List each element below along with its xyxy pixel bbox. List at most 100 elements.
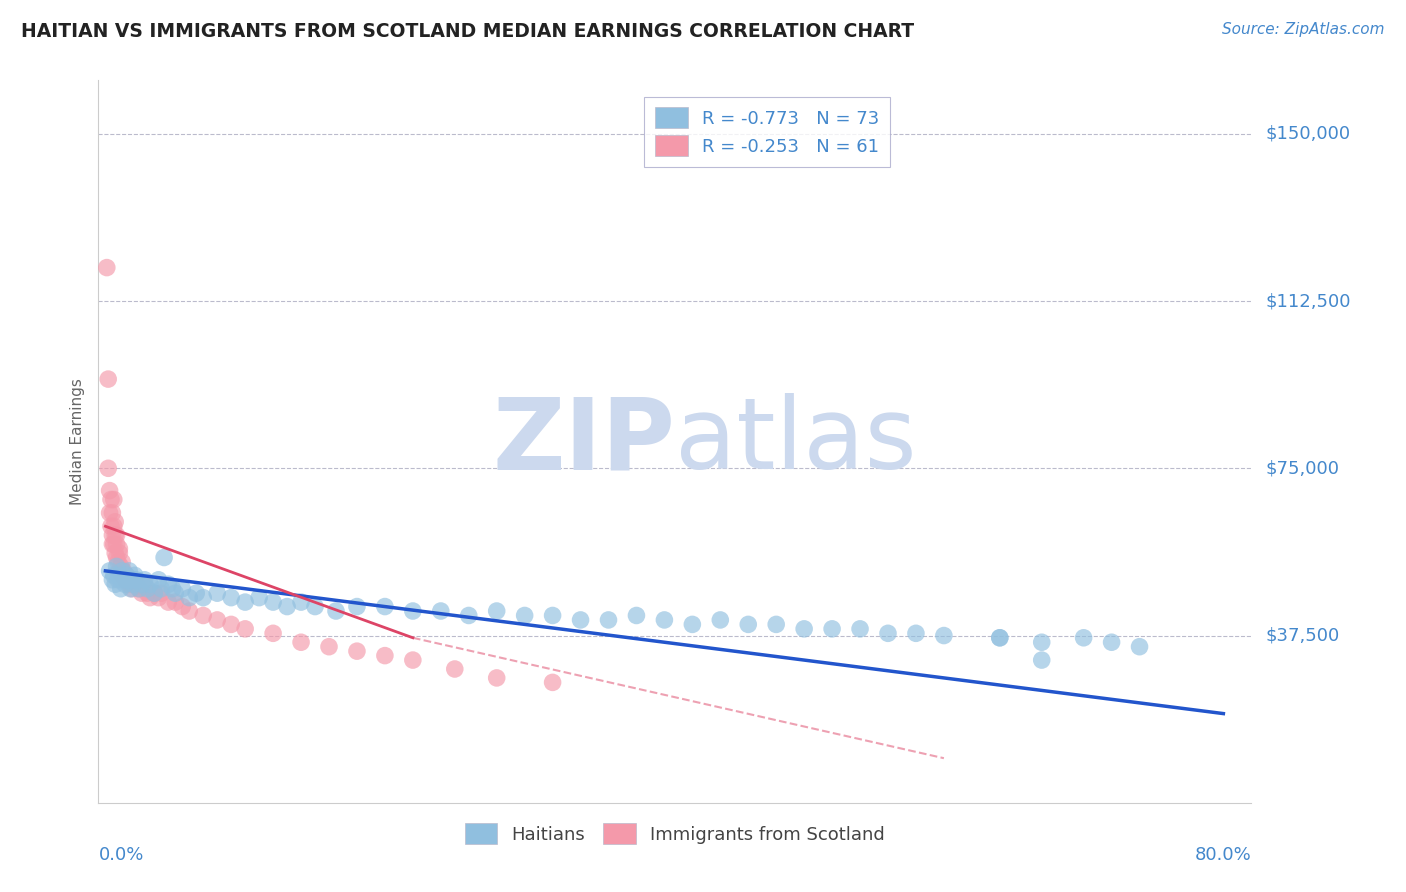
Point	[107, 555, 129, 569]
Point	[193, 591, 215, 605]
Point	[849, 622, 872, 636]
Point	[821, 622, 844, 636]
Point	[172, 599, 194, 614]
Point	[108, 541, 131, 556]
Point	[904, 626, 927, 640]
Point	[186, 586, 208, 600]
Point	[485, 671, 508, 685]
Point	[737, 617, 759, 632]
Point	[105, 559, 128, 574]
Point	[100, 492, 122, 507]
Point	[290, 595, 312, 609]
Point	[128, 582, 150, 596]
Point	[150, 586, 173, 600]
Point	[318, 640, 340, 654]
Point	[304, 599, 326, 614]
Text: ZIP: ZIP	[492, 393, 675, 490]
Point	[108, 564, 131, 578]
Point	[105, 537, 128, 551]
Point	[598, 613, 620, 627]
Point	[103, 537, 125, 551]
Point	[131, 577, 153, 591]
Point	[134, 573, 156, 587]
Point	[681, 617, 703, 632]
Point	[430, 604, 453, 618]
Text: atlas: atlas	[675, 393, 917, 490]
Point	[157, 595, 180, 609]
Point	[1031, 653, 1053, 667]
Point	[233, 622, 256, 636]
Point	[121, 582, 143, 596]
Point	[172, 582, 194, 596]
Point	[103, 568, 125, 582]
Point	[131, 586, 153, 600]
Point	[157, 577, 180, 591]
Point	[105, 550, 128, 565]
Point	[101, 537, 124, 551]
Point	[139, 577, 162, 591]
Point	[112, 564, 135, 578]
Point	[1128, 640, 1150, 654]
Point	[100, 519, 122, 533]
Text: 80.0%: 80.0%	[1195, 847, 1251, 864]
Point	[128, 582, 150, 596]
Point	[143, 586, 166, 600]
Point	[101, 573, 124, 587]
Point	[1031, 635, 1053, 649]
Point	[124, 568, 146, 582]
Point	[115, 568, 138, 582]
Point	[118, 577, 141, 591]
Text: $37,500: $37,500	[1265, 626, 1340, 645]
Point	[205, 586, 228, 600]
Point	[654, 613, 676, 627]
Point	[877, 626, 900, 640]
Point	[443, 662, 465, 676]
Point	[125, 573, 148, 587]
Point	[346, 599, 368, 614]
Point	[262, 595, 284, 609]
Legend: Haitians, Immigrants from Scotland: Haitians, Immigrants from Scotland	[457, 816, 893, 852]
Point	[122, 573, 145, 587]
Point	[136, 586, 159, 600]
Point	[98, 564, 121, 578]
Point	[346, 644, 368, 658]
Text: $112,500: $112,500	[1265, 292, 1351, 310]
Point	[1073, 631, 1095, 645]
Point	[118, 564, 141, 578]
Point	[104, 546, 127, 560]
Point	[101, 528, 124, 542]
Point	[103, 519, 125, 533]
Point	[513, 608, 536, 623]
Point	[179, 591, 201, 605]
Point	[402, 653, 425, 667]
Point	[205, 613, 228, 627]
Point	[765, 617, 787, 632]
Text: $150,000: $150,000	[1265, 125, 1350, 143]
Point	[932, 628, 955, 642]
Point	[104, 515, 127, 529]
Point	[219, 617, 242, 632]
Point	[541, 675, 564, 690]
Point	[290, 635, 312, 649]
Point	[193, 608, 215, 623]
Point	[143, 586, 166, 600]
Point	[402, 604, 425, 618]
Point	[112, 573, 135, 587]
Point	[97, 461, 120, 475]
Point	[98, 483, 121, 498]
Point	[117, 573, 139, 587]
Point	[114, 577, 136, 591]
Point	[111, 555, 134, 569]
Point	[97, 372, 120, 386]
Point	[219, 591, 242, 605]
Point	[988, 631, 1011, 645]
Point	[148, 591, 170, 605]
Point	[122, 577, 145, 591]
Point	[1101, 635, 1123, 649]
Point	[105, 528, 128, 542]
Point	[108, 568, 131, 582]
Text: Source: ZipAtlas.com: Source: ZipAtlas.com	[1222, 22, 1385, 37]
Point	[276, 599, 298, 614]
Point	[114, 573, 136, 587]
Point	[125, 577, 148, 591]
